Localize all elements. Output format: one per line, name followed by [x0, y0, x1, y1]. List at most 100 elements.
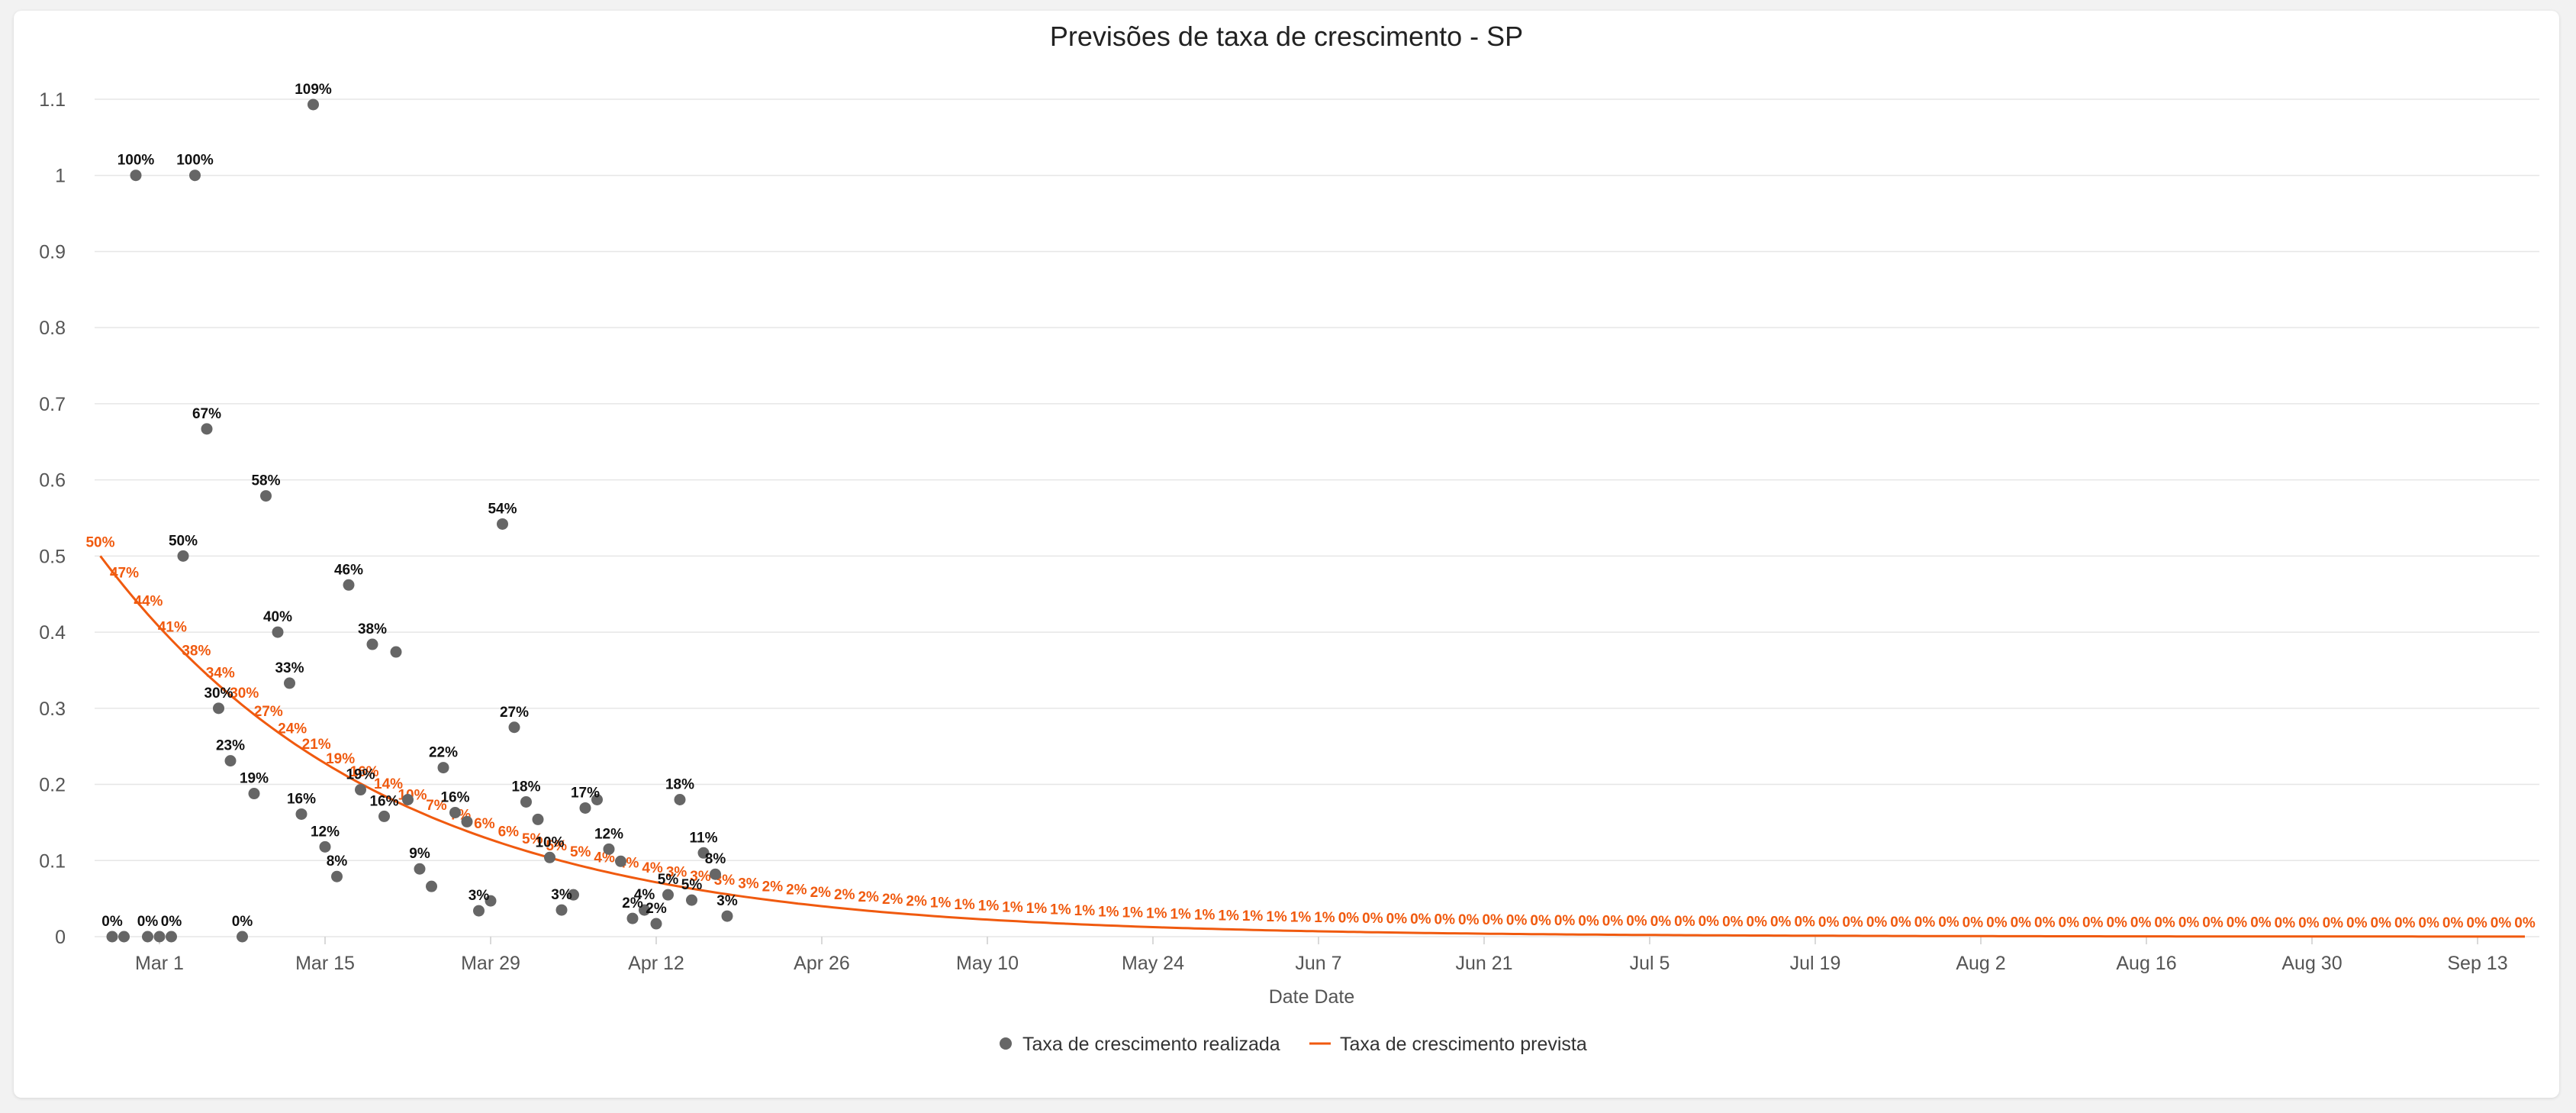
actual-data-label: 100% [118, 153, 155, 169]
actual-point [366, 638, 378, 650]
actual-data-label: 2% [622, 895, 643, 911]
actual-point [177, 550, 189, 562]
predicted-data-label: 1% [930, 895, 952, 911]
predicted-data-label: 0% [1506, 912, 1528, 928]
actual-data-label: 18% [511, 779, 540, 795]
predicted-data-label: 0% [2323, 915, 2344, 931]
actual-data-label: 16% [440, 789, 469, 805]
actual-point [224, 755, 237, 767]
predicted-data-label: 0% [1914, 915, 1936, 931]
actual-data-label: 0% [101, 914, 123, 930]
predicted-data-label: 4% [642, 860, 663, 876]
predicted-data-label: 0% [1747, 914, 1768, 930]
actual-point [166, 931, 177, 943]
predicted-data-label: 2% [810, 885, 832, 901]
predicted-data-label: 0% [1602, 913, 1624, 929]
actual-data-label: 4% [634, 887, 655, 903]
predicted-data-label: 0% [1722, 914, 1744, 930]
predicted-data-label: 0% [1482, 912, 1503, 928]
y-tick-label: 0.4 [39, 622, 66, 644]
predicted-data-label: 0% [1362, 911, 1383, 927]
x-tick-label: Aug 16 [2116, 953, 2176, 974]
legend-label-predicted: Taxa de crescimento prevista [1340, 1034, 1587, 1055]
actual-data-label: 0% [137, 914, 159, 930]
predicted-data-label: 0% [1458, 912, 1480, 928]
legend-item-actual[interactable]: Taxa de crescimento realizada [1000, 1034, 1280, 1055]
predicted-data-label: 0% [1338, 911, 1360, 927]
actual-point [449, 806, 461, 818]
predicted-data-label: 0% [2298, 915, 2320, 931]
predicted-data-label: 3% [666, 865, 687, 881]
predicted-data-label: 1% [1266, 909, 1287, 925]
predicted-data-label: 1% [1314, 910, 1335, 926]
predicted-data-label: 5% [570, 844, 591, 860]
actual-point [213, 702, 224, 715]
actual-data-label: 54% [488, 501, 517, 517]
predicted-data-label: 27% [254, 704, 283, 720]
actual-data-label: 16% [287, 791, 316, 807]
predicted-data-label: 0% [2082, 915, 2104, 931]
predicted-data-label: 1% [1098, 904, 1119, 920]
growth-rate-chart: Previsões de taxa de crescimento - SP 00… [39, 21, 2539, 1055]
predicted-data-label: 0% [2202, 915, 2223, 931]
actual-data-label: 3% [551, 887, 572, 903]
actual-point [402, 793, 414, 805]
predicted-data-label: 24% [278, 721, 307, 737]
actual-point [473, 905, 485, 917]
x-tick-label: Jun 7 [1295, 953, 1341, 974]
actual-series [106, 98, 733, 943]
actual-point [295, 808, 308, 820]
y-tick-label: 0.5 [39, 546, 66, 567]
actual-data-label: 100% [176, 153, 214, 169]
predicted-data-labels: 50%47%44%41%38%34%30%27%24%21%19%16%14%1… [85, 534, 2535, 931]
x-axis-ticks: Mar 1 Mar 15 Mar 29 Apr 12 Apr 26 May 10 May 2… [135, 937, 2508, 974]
predicted-data-label: 1% [1290, 910, 1312, 926]
predicted-data-label: 2% [834, 887, 855, 903]
actual-data-label: 50% [169, 533, 198, 549]
predicted-data-label: 1% [1122, 905, 1144, 921]
actual-point [662, 889, 674, 901]
predicted-data-label: 0% [2130, 915, 2152, 931]
predicted-data-label: 16% [350, 764, 379, 780]
x-tick-label: May 10 [956, 953, 1019, 974]
x-tick-label: Apr 26 [794, 953, 850, 974]
actual-data-label: 33% [275, 660, 304, 676]
legend-label-actual: Taxa de crescimento realizada [1022, 1034, 1280, 1055]
predicted-data-label: 0% [2250, 915, 2272, 931]
predicted-data-label: 0% [2418, 915, 2439, 931]
legend-item-predicted[interactable]: Taxa de crescimento prevista [1309, 1034, 1587, 1055]
predicted-data-label: 0% [1770, 915, 1792, 931]
actual-point [237, 931, 248, 943]
actual-point [603, 843, 615, 855]
predicted-data-label: 0% [1386, 911, 1408, 928]
actual-point [331, 870, 343, 882]
actual-point [106, 931, 118, 943]
actual-data-label: 5% [658, 872, 679, 888]
predicted-data-label: 0% [2154, 915, 2175, 931]
actual-point [555, 904, 568, 916]
predicted-data-label: 1% [1074, 903, 1096, 919]
y-tick-label: 0.1 [39, 850, 66, 872]
predicted-data-label: 0% [1963, 915, 1984, 931]
y-tick-label: 0 [55, 927, 66, 948]
predicted-data-label: 1% [1218, 908, 1239, 924]
predicted-data-label: 3% [738, 876, 759, 892]
predicted-data-label: 50% [85, 534, 114, 550]
predicted-data-label: 5% [522, 831, 543, 847]
predicted-data-label: 0% [1650, 914, 1672, 930]
actual-point [485, 895, 497, 907]
predicted-data-label: 0% [2514, 915, 2536, 931]
predicted-data-label: 5% [546, 838, 568, 854]
predicted-data-label: 0% [1890, 915, 1911, 931]
x-tick-label: Jul 5 [1630, 953, 1670, 974]
actual-data-label: 0% [232, 914, 253, 930]
predicted-data-label: 0% [1578, 913, 1599, 929]
actual-data-label: 8% [705, 851, 726, 867]
predicted-data-label: 2% [858, 889, 879, 905]
actual-data-label: 12% [594, 826, 623, 842]
predicted-data-label: 0% [1530, 913, 1551, 929]
actual-point [153, 931, 166, 943]
x-axis-title: Date Date [1269, 986, 1355, 1008]
predicted-data-label: 30% [230, 686, 259, 702]
actual-point [319, 840, 331, 853]
